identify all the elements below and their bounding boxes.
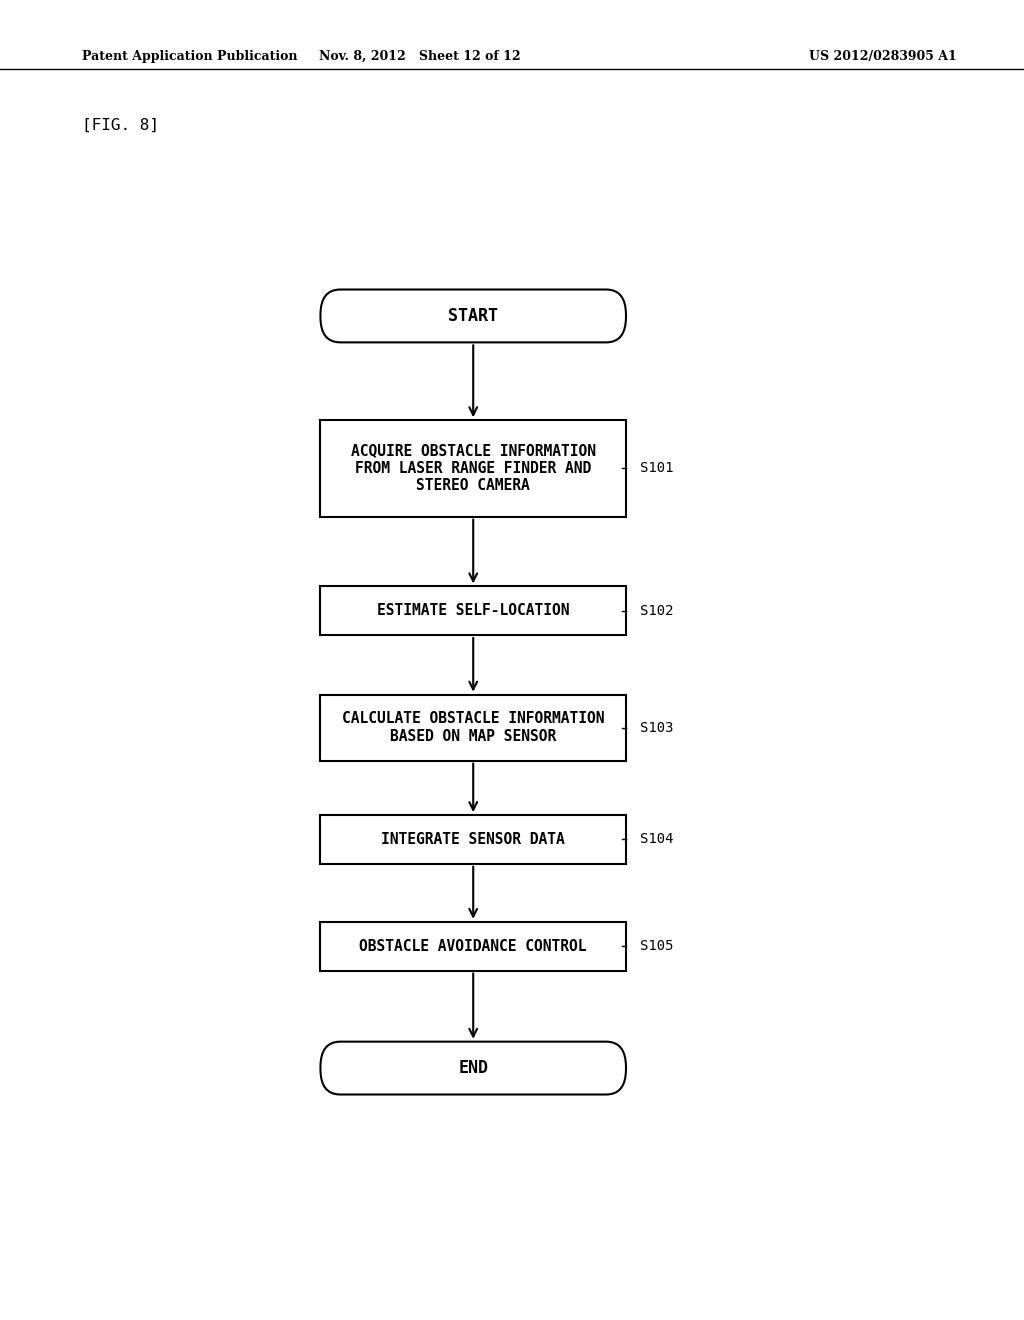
FancyBboxPatch shape xyxy=(321,1041,626,1094)
FancyBboxPatch shape xyxy=(321,694,626,760)
Text: S101: S101 xyxy=(640,462,674,475)
Text: ACQUIRE OBSTACLE INFORMATION
FROM LASER RANGE FINDER AND
STEREO CAMERA: ACQUIRE OBSTACLE INFORMATION FROM LASER … xyxy=(350,444,596,494)
Text: Patent Application Publication: Patent Application Publication xyxy=(82,50,297,63)
Text: END: END xyxy=(458,1059,488,1077)
Text: INTEGRATE SENSOR DATA: INTEGRATE SENSOR DATA xyxy=(381,832,565,847)
FancyBboxPatch shape xyxy=(321,420,626,516)
Text: S102: S102 xyxy=(640,603,674,618)
Text: S103: S103 xyxy=(640,721,674,735)
Text: [FIG. 8]: [FIG. 8] xyxy=(82,117,159,133)
FancyBboxPatch shape xyxy=(321,921,626,970)
FancyBboxPatch shape xyxy=(321,814,626,863)
Text: START: START xyxy=(449,308,499,325)
Text: Nov. 8, 2012   Sheet 12 of 12: Nov. 8, 2012 Sheet 12 of 12 xyxy=(319,50,520,63)
Text: S105: S105 xyxy=(640,939,674,953)
Text: OBSTACLE AVOIDANCE CONTROL: OBSTACLE AVOIDANCE CONTROL xyxy=(359,939,587,953)
FancyBboxPatch shape xyxy=(321,289,626,342)
Text: S104: S104 xyxy=(640,833,674,846)
FancyBboxPatch shape xyxy=(321,586,626,635)
Text: CALCULATE OBSTACLE INFORMATION
BASED ON MAP SENSOR: CALCULATE OBSTACLE INFORMATION BASED ON … xyxy=(342,711,604,743)
Text: ESTIMATE SELF-LOCATION: ESTIMATE SELF-LOCATION xyxy=(377,603,569,618)
Text: US 2012/0283905 A1: US 2012/0283905 A1 xyxy=(809,50,956,63)
